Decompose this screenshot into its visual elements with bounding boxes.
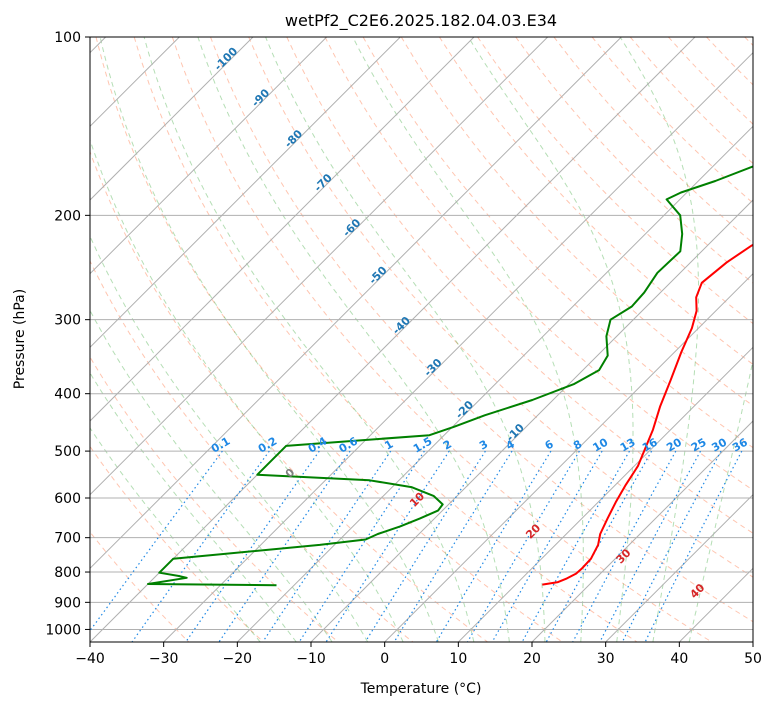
x-tick-label: 20: [523, 651, 541, 667]
x-tick-label: 50: [744, 651, 762, 667]
y-tick-label: 900: [54, 595, 81, 611]
mixing-ratio-line: [365, 451, 485, 642]
x-tick-label: −20: [223, 651, 253, 667]
mixing-ratio-line: [522, 451, 629, 642]
isotherm-label: -80: [282, 127, 305, 150]
mixing-ratio-label: 1.5: [411, 435, 434, 456]
moist-adiabat: [689, 37, 775, 642]
dry-adiabat: [0, 37, 264, 642]
mixing-ratio-label: 13: [618, 436, 638, 455]
mixing-ratio-label: 0.2: [256, 435, 279, 456]
mixing-ratio-label: 2: [441, 438, 454, 453]
isotherm-label: -30: [421, 356, 444, 379]
moist-adiabat: [100, 37, 438, 642]
dry-adiabat: [554, 37, 775, 642]
moist-adiabat: [32, 37, 368, 642]
y-tick-label: 200: [54, 208, 81, 224]
isotherm-label: -100: [212, 44, 241, 73]
mixing-ratio-line: [436, 451, 551, 642]
isotherm-line: [0, 37, 400, 642]
x-tick-label: 10: [449, 651, 467, 667]
isotherm-label: -60: [340, 216, 363, 239]
y-tick-label: 700: [54, 531, 81, 547]
y-tick-label: 400: [54, 387, 81, 403]
isotherm-label: -40: [390, 314, 413, 337]
y-tick-label: 100: [54, 30, 81, 46]
isotherm-line: [16, 37, 621, 642]
dry-adiabat: [134, 37, 637, 642]
isotherm-line: [0, 37, 474, 642]
isotherm-line: [458, 37, 775, 642]
moist-adiabat-label: 40: [687, 581, 707, 601]
mixing-ratio-label: 6: [543, 437, 556, 452]
mixing-ratio-label: 0.4: [306, 434, 330, 455]
isotherm-label: -90: [249, 86, 272, 109]
isotherm-line: [753, 37, 775, 642]
x-tick-label: 0: [380, 651, 389, 667]
chart-title: wetPf2_C2E6.2025.182.04.03.E34: [285, 11, 557, 31]
isotherm-label: -50: [366, 264, 389, 287]
x-tick-label: −40: [75, 651, 105, 667]
isotherm-line: [0, 37, 327, 642]
chart-series: [148, 37, 775, 585]
moist-adiabat: [4, 37, 332, 642]
mixing-ratio-label: 36: [730, 435, 750, 454]
x-tick-label: 30: [597, 651, 615, 667]
y-tick-label: 500: [54, 444, 81, 460]
y-tick-label: 800: [54, 565, 81, 581]
dry-adiabat: [668, 37, 775, 642]
y-tick-label: 300: [54, 313, 81, 329]
mixing-ratio-label: 0.1: [209, 435, 232, 456]
y-axis-label: Pressure (hPa): [12, 289, 28, 389]
moist-adiabat: [0, 37, 260, 642]
dry-adiabat: [20, 37, 413, 642]
y-tick-label: 1000: [45, 622, 81, 638]
isotherm-label: -20: [453, 398, 476, 421]
mixing-ratio-label: 0.6: [337, 434, 361, 455]
mixing-ratio-label: 20: [664, 435, 684, 454]
chart-background-lines: [0, 37, 775, 642]
x-axis-label: Temperature (°C): [360, 681, 482, 697]
moist-adiabat-label: 30: [614, 546, 634, 566]
x-tick-label: −30: [149, 651, 179, 667]
moist-adiabat-label: 20: [523, 521, 543, 541]
mixing-ratio-line: [219, 451, 350, 642]
y-tick-label: 600: [54, 491, 81, 507]
isotherm-line: [237, 37, 775, 642]
dry-adiabat: [516, 37, 775, 642]
mixing-ratio-line: [600, 451, 701, 642]
dry-adiabat: [0, 37, 338, 642]
dry-adiabat: [707, 37, 775, 642]
dewpoint-profile-line: [148, 37, 775, 585]
temperature-profile-line: [542, 37, 775, 585]
mixing-ratio-label: 30: [709, 435, 729, 454]
mixing-ratio-line: [132, 451, 269, 642]
dry-adiabat: [745, 37, 775, 642]
mixing-ratio-label: 10: [591, 435, 611, 454]
x-tick-label: 40: [670, 651, 688, 667]
dry-adiabat: [58, 37, 488, 642]
isotherm-line: [679, 37, 775, 642]
x-tick-label: −10: [296, 651, 326, 667]
mixing-ratio-line: [82, 451, 223, 642]
mixing-ratio-label: 3: [477, 438, 490, 453]
isotherm-line: [90, 37, 695, 642]
mixing-ratio-line: [546, 451, 651, 642]
moist-adiabat: [63, 37, 403, 642]
mixing-ratio-label: 25: [689, 436, 709, 455]
moist-adiabat: [468, 37, 633, 642]
mixing-ratio-label: 1: [382, 438, 395, 453]
dry-adiabat: [0, 37, 189, 642]
isotherm-line: [532, 37, 775, 642]
